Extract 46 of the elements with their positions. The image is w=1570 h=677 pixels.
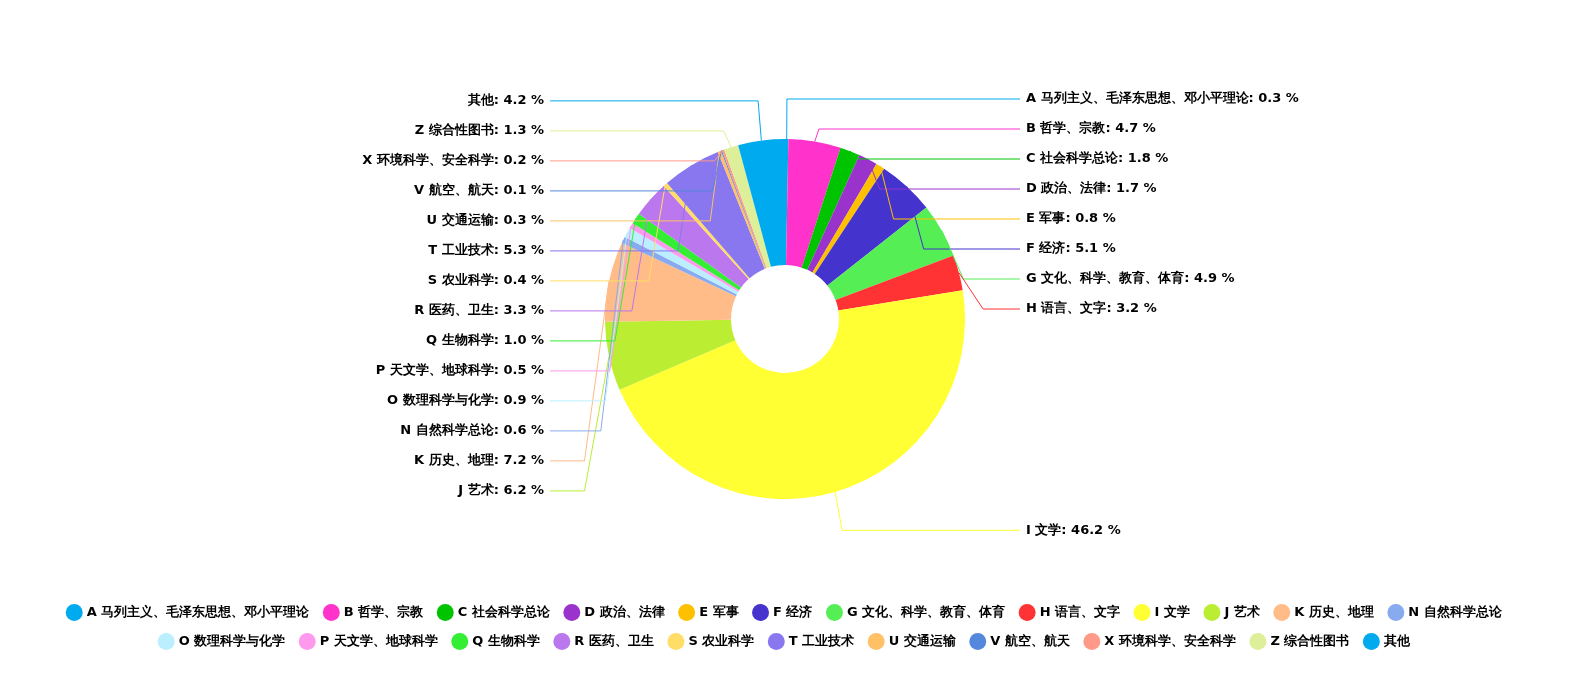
category-label: C 社会科学总论: 1.8 % [1026, 150, 1169, 166]
legend-label: Q 生物科学 [472, 632, 540, 648]
legend-label: J 艺术 [1223, 603, 1260, 619]
legend-label: R 医药、卫生 [574, 632, 654, 648]
legend-label: A 马列主义、毛泽东思想、邓小平理论 [86, 603, 311, 619]
legend-label: T 工业技术 [788, 632, 855, 648]
legend-label: X 环境科学、安全科学 [1104, 632, 1236, 648]
legend-label: H 语言、文字 [1039, 603, 1121, 619]
category-label: R 医药、卫生: 3.3 % [414, 302, 544, 318]
category-label: O 数理科学与化学: 0.9 % [387, 392, 544, 408]
legend-label: S 农业科学 [688, 632, 755, 648]
legend-label: K 历史、地理 [1294, 603, 1374, 619]
category-label: N 自然科学总论: 0.6 % [400, 422, 544, 438]
category-label: S 农业科学: 0.4 % [427, 272, 544, 288]
category-label: U 交通运输: 0.3 % [426, 212, 544, 228]
category-label: B 哲学、宗教: 4.7 % [1026, 120, 1156, 136]
category-label: I 文学: 46.2 % [1026, 521, 1121, 537]
category-label: G 文化、科学、教育、体育: 4.9 % [1026, 270, 1235, 286]
category-label: E 军事: 0.8 % [1026, 210, 1116, 226]
legend-label: D 政治、法律 [584, 603, 665, 619]
category-label: T 工业技术: 5.3 % [428, 242, 544, 258]
legend-label: C 社会科学总论 [457, 603, 551, 619]
category-label: A 马列主义、毛泽东思想、邓小平理论: 0.3 % [1026, 90, 1299, 106]
category-label: K 历史、地理: 7.2 % [414, 452, 544, 468]
category-label: J 艺术: 6.2 % [458, 482, 544, 498]
legend-label: N 自然科学总论 [1408, 603, 1503, 619]
category-label: D 政治、法律: 1.7 % [1026, 180, 1157, 196]
legend-label: 其他 [1382, 632, 1411, 648]
legend-label: U 交通运输 [888, 632, 957, 648]
legend-label: G 文化、科学、教育、体育 [846, 603, 1006, 619]
legend-label: Z 综合性图书 [1270, 632, 1350, 648]
category-label: V 航空、航天: 0.1 % [414, 182, 544, 198]
legend-label: E 军事 [699, 603, 739, 619]
category-label: F 经济: 5.1 % [1026, 240, 1116, 256]
category-label: H 语言、文字: 3.2 % [1026, 300, 1157, 316]
category-label: Z 综合性图书: 1.3 % [414, 122, 544, 138]
legend-label: V 航空、航天 [990, 632, 1071, 648]
legend-label: P 天文学、地球科学 [319, 632, 438, 648]
category-label: 其他: 4.2 % [467, 92, 544, 108]
legend-label: B 哲学、宗教 [343, 603, 425, 619]
legend-label: O 数理科学与化学 [178, 632, 286, 648]
category-label: Q 生物科学: 1.0 % [426, 332, 544, 348]
legend-label: I 文学 [1154, 603, 1190, 619]
legend-label: F 经济 [773, 603, 813, 619]
category-label: X 环境科学、安全科学: 0.2 % [362, 152, 544, 168]
category-label: P 天文学、地球科学: 0.5 % [375, 362, 544, 378]
